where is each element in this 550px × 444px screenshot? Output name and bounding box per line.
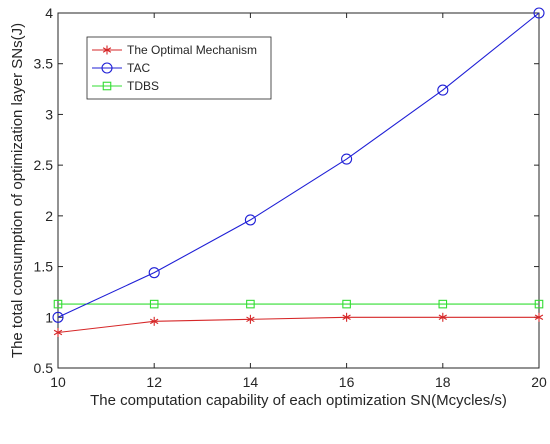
data-point-asterisk: [438, 312, 447, 322]
x-tick-label: 20: [531, 374, 547, 390]
y-tick-label: 1: [45, 309, 53, 325]
legend-label: TAC: [127, 61, 150, 75]
data-point-asterisk: [150, 316, 159, 326]
series-line: [57, 316, 539, 334]
data-point-square: [102, 81, 112, 91]
y-tick-label: 3: [45, 106, 53, 122]
y-tick-label: 0.5: [34, 360, 54, 376]
y-tick-label: 4: [45, 5, 53, 21]
data-point-square: [246, 299, 255, 309]
x-tick-label: 10: [50, 374, 66, 390]
data-point-circle: [341, 153, 353, 165]
x-tick-label: 16: [339, 374, 355, 390]
x-tick-label: 12: [146, 374, 162, 390]
data-point-circle: [437, 84, 449, 96]
x-axis-label: The computation capability of each optim…: [90, 392, 507, 409]
data-point-circle: [52, 311, 64, 323]
data-point-square: [342, 299, 351, 309]
data-point-asterisk: [102, 45, 112, 55]
data-point-asterisk: [534, 312, 544, 322]
data-point-square: [149, 299, 159, 309]
data-point-square: [438, 299, 448, 309]
y-axis-ticks: 0.5 1 1.5 2 2.5 3 3.5 4: [34, 5, 539, 376]
y-tick-label: 2: [45, 208, 53, 224]
data-point-asterisk: [342, 312, 351, 322]
y-axis-label: The total consumption of optimization la…: [9, 23, 26, 358]
legend: The Optimal Mechanism TAC TDBS: [86, 36, 272, 100]
legend-label: The Optimal Mechanism: [127, 43, 257, 57]
data-point-circle: [101, 62, 113, 74]
series-square: [53, 299, 544, 309]
data-point-asterisk: [53, 328, 63, 337]
data-point-square: [53, 299, 63, 309]
x-tick-label: 18: [435, 374, 451, 390]
series-layer: [52, 7, 545, 337]
data-point-circle: [244, 214, 256, 226]
series-line: [57, 12, 540, 318]
x-tick-label: 14: [243, 374, 259, 390]
data-point-circle: [148, 267, 160, 279]
data-point-square: [534, 299, 544, 309]
series-circle: [52, 7, 545, 323]
x-axis-ticks: 10 12 14 16 18 20: [50, 13, 547, 390]
data-point-circle: [533, 7, 545, 19]
series-asterisk: [53, 312, 544, 337]
y-tick-label: 1.5: [34, 259, 54, 275]
y-tick-label: 3.5: [34, 56, 54, 72]
legend-label: TDBS: [127, 79, 159, 93]
data-point-asterisk: [246, 314, 255, 324]
y-tick-label: 2.5: [34, 157, 54, 173]
